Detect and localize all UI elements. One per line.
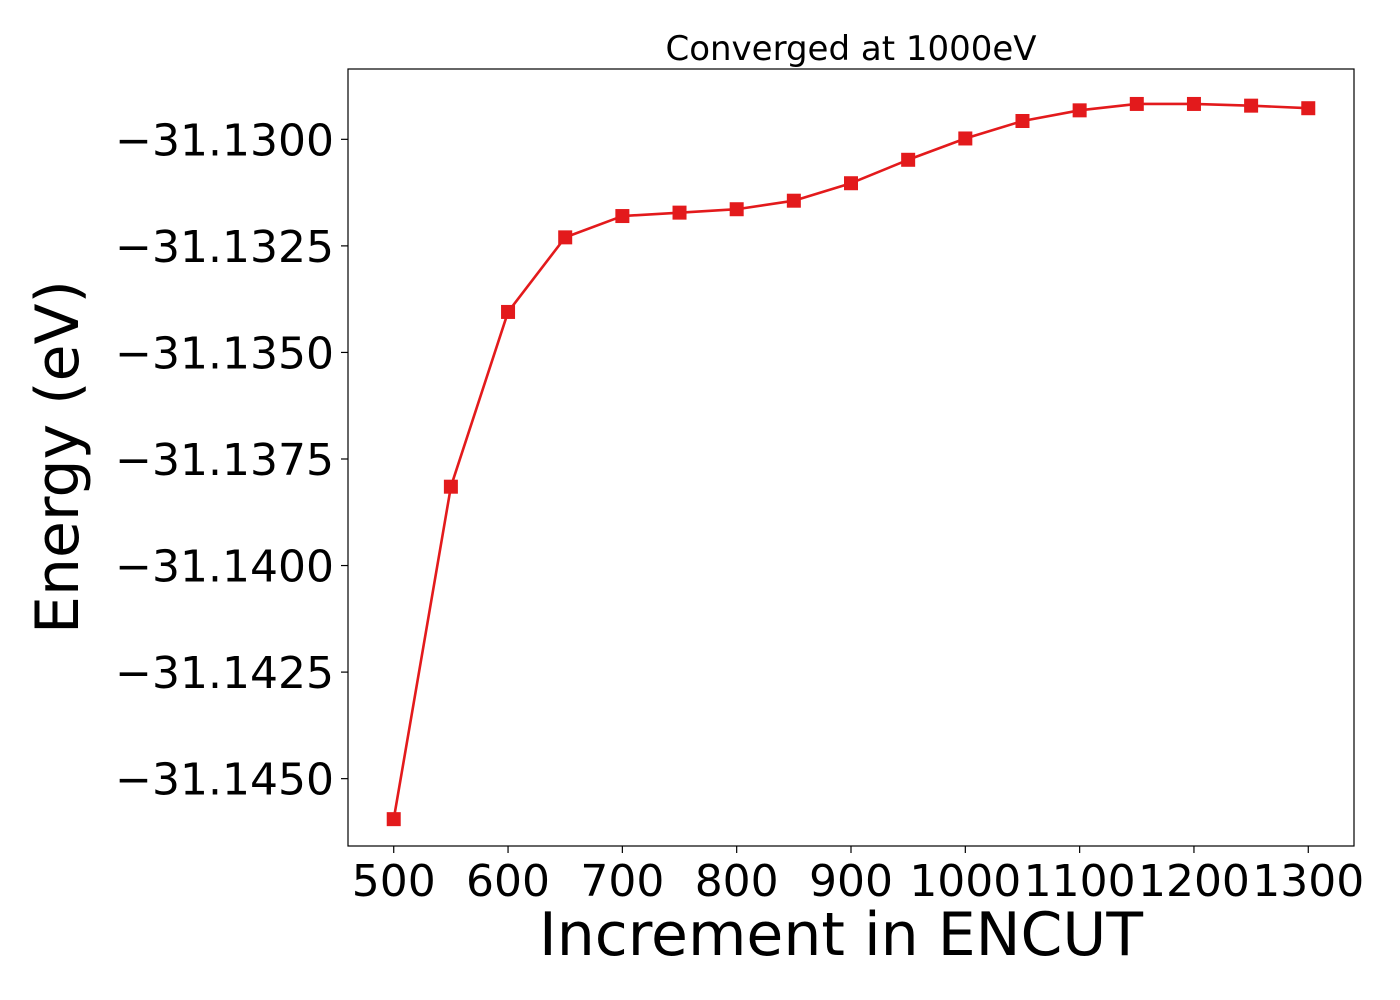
data-point-marker — [729, 202, 744, 217]
y-tick-label: −31.1300 — [115, 115, 334, 166]
y-tick-label: −31.1350 — [115, 328, 334, 379]
data-point-marker — [1301, 101, 1316, 116]
data-point-marker — [558, 230, 573, 245]
series-line — [392, 102, 1309, 820]
x-tick-label: 800 — [695, 856, 779, 907]
x-axis-label: Increment in ENCUT — [539, 900, 1143, 970]
plot-frame — [347, 68, 1355, 847]
y-tick-label: −31.1400 — [115, 542, 334, 593]
data-point-marker — [901, 152, 916, 167]
data-point-marker — [786, 193, 801, 208]
x-tick-label: 1300 — [1252, 856, 1364, 907]
data-point-marker — [1129, 96, 1144, 111]
data-point-marker — [1244, 98, 1259, 113]
data-point-marker — [958, 131, 973, 146]
x-tick-label: 700 — [580, 856, 664, 907]
series-layer — [386, 96, 1316, 827]
y-tick-label: −31.1325 — [115, 222, 334, 273]
y-axis-label: Energy (eV) — [23, 280, 93, 634]
data-point-marker — [672, 205, 687, 220]
y-tick-label: −31.1375 — [115, 435, 334, 486]
data-point-marker — [615, 209, 630, 224]
data-point-marker — [1072, 103, 1087, 118]
x-tick-label: 1000 — [909, 856, 1021, 907]
data-point-marker — [1015, 113, 1030, 128]
data-point-marker — [386, 812, 401, 827]
data-point-marker — [443, 479, 458, 494]
data-point-marker — [844, 176, 858, 191]
y-tick-label: −31.1450 — [115, 755, 334, 806]
data-point-marker — [501, 304, 516, 319]
x-tick-label: 1200 — [1138, 856, 1250, 907]
x-tick-label: 600 — [466, 856, 550, 907]
chart-title: Converged at 1000eV — [665, 29, 1036, 69]
x-tick-label: 900 — [809, 856, 893, 907]
x-tick-label: 500 — [352, 856, 436, 907]
x-tick-label: 1100 — [1024, 856, 1136, 907]
y-tick-label: −31.1425 — [115, 648, 334, 699]
ticks-layer: 500 600 700 800 900 1000 1100 1200 1300 −31.1450 −… — [115, 115, 1364, 907]
data-point-marker — [1186, 96, 1201, 111]
